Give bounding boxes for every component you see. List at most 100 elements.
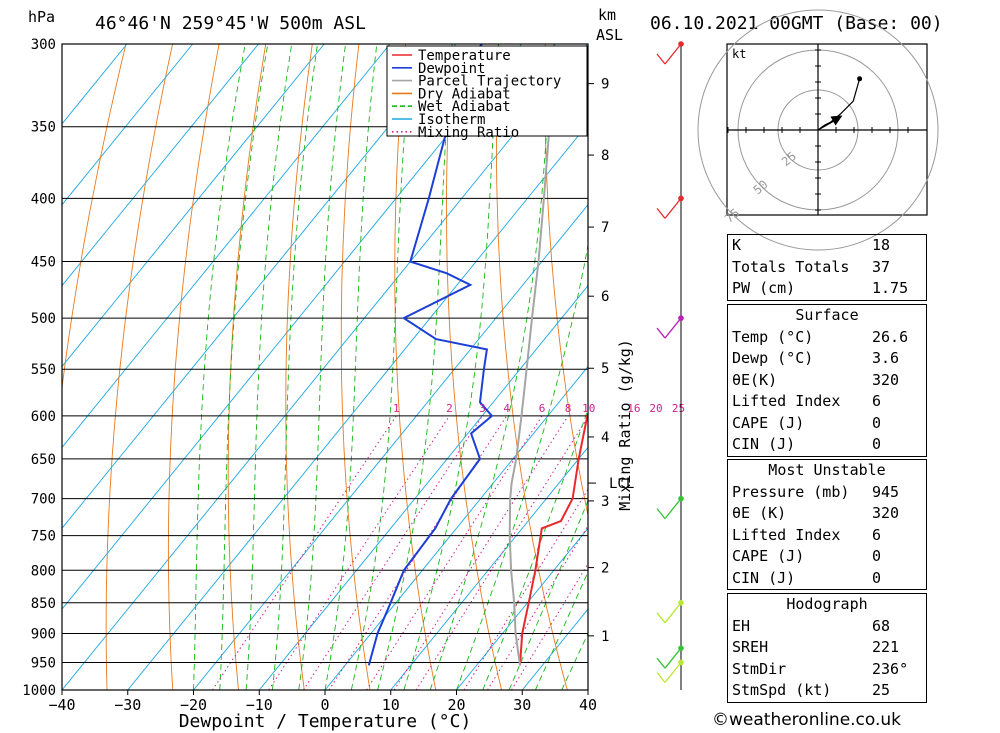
mixing-ratio-label: 10 (582, 402, 595, 415)
info-row: PW (cm) 1.75 (728, 278, 926, 300)
mixing-ratio-label: 8 (565, 402, 572, 415)
temperature-tick-label: 40 (579, 696, 597, 714)
wind-barb (664, 197, 682, 219)
temperature-tick-label: −10 (246, 696, 273, 714)
wet-adiabat-line (377, 44, 453, 690)
pressure-tick-label: 450 (31, 255, 56, 271)
pressure-tick-label: 400 (31, 191, 56, 207)
info-value: 6 (872, 392, 882, 410)
legend-entry: Dewpoint (418, 61, 485, 77)
isotherm-line (62, 44, 128, 125)
temperature-tick-label: 10 (382, 696, 400, 714)
info-row: θE (K) 320 (728, 503, 926, 525)
temperature-tick-label: 0 (320, 696, 329, 714)
info-value: 0 (872, 435, 882, 453)
info-label: θE (K) (732, 504, 787, 522)
wind-barb (664, 498, 682, 520)
pressure-tick-label: 600 (31, 409, 56, 425)
info-row: CAPE (J) 0 (728, 546, 926, 568)
wind-barb-flag (656, 508, 666, 520)
info-row: CIN (J) 0 (728, 568, 926, 590)
mixing-ratio-labels: 1 2 3 4 6 8 10 16 20 25 (393, 402, 685, 415)
info-value: 18 (872, 236, 891, 254)
temperature-tick-label: −20 (180, 696, 207, 714)
temperature-tick-label: 20 (447, 696, 465, 714)
hodograph-ring (697, 9, 939, 251)
mixing-ratio-label: 3 (479, 402, 486, 415)
surface-title: Surface (795, 306, 859, 324)
info-label: Pressure (mb) (732, 482, 850, 501)
info-row: CIN (J) 0 (728, 434, 926, 456)
info-value: 3.6 (872, 349, 900, 367)
info-row: SREH 221 (728, 637, 926, 659)
info-label: CAPE (J) (732, 547, 805, 565)
info-row: θE(K) 320 (728, 370, 926, 392)
isotherm-line (127, 123, 588, 690)
temperature-profile (519, 411, 588, 666)
dry-adiabat-line (918, 44, 1000, 690)
storm-motion-arrowhead (830, 115, 843, 126)
info-value: 68 (872, 616, 891, 635)
wind-barb-flag (656, 672, 666, 683)
pressure-tick-label: 800 (31, 563, 56, 579)
info-label: CIN (J) (732, 435, 796, 453)
legend-entry: Wet Adiabat (418, 99, 511, 115)
wind-barb-flag (656, 53, 666, 65)
km-tick-label: 1 (601, 629, 609, 645)
mixing-ratio-line (302, 415, 483, 690)
pressure-tick-label: 300 (31, 37, 56, 53)
surface-table: Surface Temp (°C) 26.6 Dewp (°C) 3.6 θE(K) 32… (727, 304, 927, 457)
wet-adiabat-line (193, 44, 246, 690)
info-row: Totals Totals 37 (728, 257, 926, 279)
wind-barb-flag (656, 327, 666, 339)
info-value: 320 (872, 370, 900, 389)
wind-barb (664, 43, 682, 65)
pressure-tick-label: 900 (31, 626, 56, 642)
km-tick-label: 8 (601, 148, 609, 164)
info-label: θE(K) (732, 370, 778, 389)
pressure-tick-label: 850 (31, 596, 56, 612)
km-tick-label: 3 (601, 494, 609, 510)
pressure-tick-label: 500 (31, 311, 56, 327)
mixing-ratio-line (393, 415, 569, 690)
info-label: StmDir (732, 659, 787, 678)
wind-barb (664, 662, 682, 683)
dry-adiabat-line (227, 44, 267, 690)
indices-table: K 18 Totals Totals 37 PW (cm) 1.75 (727, 234, 927, 301)
km-tick-label: 5 (601, 361, 609, 377)
isotherm-line (62, 44, 457, 529)
isotherm-line (258, 284, 588, 690)
legend-entry: Parcel Trajectory (418, 74, 561, 90)
info-row: StmSpd (kt) 25 (728, 680, 926, 702)
info-label: CAPE (J) (732, 413, 805, 432)
isotherm-line (62, 44, 194, 206)
info-label: CIN (J) (732, 568, 796, 587)
hpa-label: hPa (28, 8, 55, 26)
info-value: 26.6 (872, 327, 909, 346)
profile-lines (367, 44, 588, 666)
x-axis-title: Dewpoint / Temperature (°C) (179, 711, 472, 732)
isotherm-line (62, 44, 259, 287)
wind-barb-flag (656, 657, 666, 669)
wet-adiabat-line (324, 44, 378, 690)
legend-entry: Dry Adiabat (418, 86, 511, 102)
km-tick-label: 6 (601, 289, 609, 305)
info-row: Lifted Index 6 (728, 525, 926, 547)
info-row: Dewp (°C) 3.6 (728, 348, 926, 370)
isotherm-line (390, 446, 588, 690)
wet-adiabat-line (482, 407, 588, 690)
dry-adiabat-line (105, 44, 174, 690)
temperature-tick-label: −40 (48, 696, 75, 714)
info-value: 37 (872, 257, 891, 276)
copyright-link[interactable]: ©weatheronline.co.uk (712, 710, 902, 730)
pressure-tick-label: 1000 (22, 683, 56, 699)
info-row: Pressure (mb) 945 (728, 482, 926, 504)
wind-barb (664, 602, 682, 624)
parcel-trajectory-profile (508, 44, 556, 666)
info-value: 1.75 (872, 279, 909, 297)
dry-adiabat-line (965, 44, 1000, 690)
info-value: 320 (872, 504, 900, 522)
